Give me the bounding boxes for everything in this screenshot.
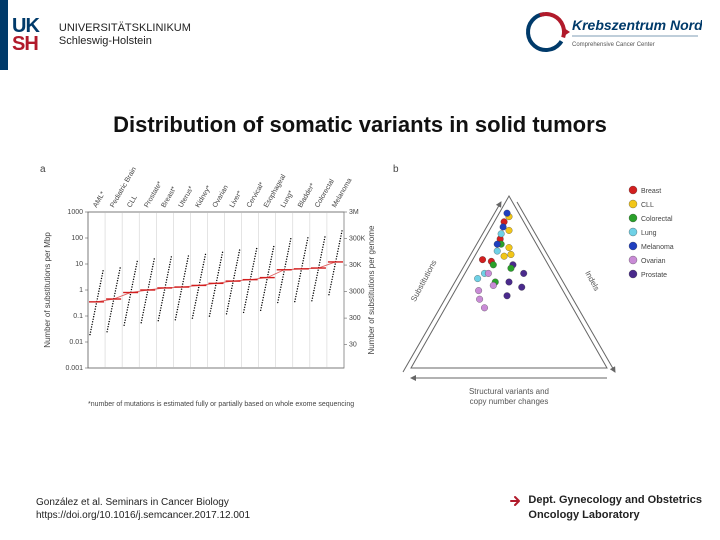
svg-text:CLL: CLL — [126, 194, 139, 209]
svg-text:a: a — [40, 164, 46, 175]
citation-line1: González et al. Seminars in Cancer Biolo… — [36, 496, 250, 509]
slide-title: Distribution of somatic variants in soli… — [0, 112, 720, 138]
svg-text:Melanoma: Melanoma — [641, 244, 674, 251]
svg-text:1: 1 — [79, 287, 83, 294]
svg-text:Lung: Lung — [641, 230, 657, 237]
figure-row: a 1000 100 10 1 0.1 0.01 0.001 3M 300K 30K 3000 300 3… — [36, 158, 702, 438]
panel-a: a 1000 100 10 1 0.1 0.01 0.001 3M 300K 30K 3000 300 3… — [36, 158, 376, 438]
slide-header: UK SH UNIVERSITÄTSKLINIKUM Schleswig-Hol… — [0, 0, 720, 70]
svg-text:Kidney*: Kidney* — [195, 184, 213, 209]
krebs-title: Krebszentrum Nord — [572, 17, 702, 33]
uksh-logo: UK SH — [12, 17, 39, 53]
svg-text:0.01: 0.01 — [69, 339, 83, 346]
krebszentrum-logo: Krebszentrum Nord Comprehensive Cancer C… — [522, 6, 702, 58]
svg-text:Colorectal: Colorectal — [641, 216, 673, 223]
panel-b: b Substitutions Indels Structural variants … — [386, 158, 702, 438]
svg-text:1000: 1000 — [67, 209, 83, 216]
svg-text:Lung*: Lung* — [280, 189, 295, 209]
svg-text:0.001: 0.001 — [65, 365, 83, 372]
svg-text:3000: 3000 — [349, 289, 365, 296]
svg-text:copy number changes: copy number changes — [470, 397, 549, 406]
svg-text:Indels: Indels — [583, 269, 601, 292]
svg-text:Number of substitutions per Mb: Number of substitutions per Mbp — [43, 232, 52, 348]
svg-text:b: b — [393, 164, 399, 175]
krebs-subtitle: Comprehensive Cancer Center — [572, 42, 655, 48]
svg-text:300: 300 — [349, 315, 361, 322]
inst-line2: Schleswig-Holstein — [59, 35, 191, 48]
department: Dept. Gynecology and Obstetrics Oncology… — [510, 493, 702, 522]
dept-line1: Dept. Gynecology and Obstetrics — [528, 493, 702, 507]
svg-text:Ovarian: Ovarian — [641, 258, 666, 265]
svg-text:CLL: CLL — [641, 202, 654, 209]
svg-text:Breast: Breast — [641, 188, 661, 195]
svg-text:3M: 3M — [349, 209, 359, 216]
svg-text:Liver*: Liver* — [229, 190, 244, 209]
citation: González et al. Seminars in Cancer Biolo… — [36, 496, 250, 522]
citation-line2: https://doi.org/10.1016/j.semcancer.2017… — [36, 509, 250, 522]
svg-text:Ovarian: Ovarian — [212, 184, 230, 209]
svg-text:Substitutions: Substitutions — [409, 258, 438, 303]
svg-text:30: 30 — [349, 342, 357, 349]
slide-footer: González et al. Seminars in Cancer Biolo… — [36, 493, 702, 522]
accent-bar — [0, 0, 8, 70]
institution-name: UNIVERSITÄTSKLINIKUM Schleswig-Holstein — [59, 22, 191, 48]
svg-text:10: 10 — [75, 261, 83, 268]
arrow-icon — [510, 495, 522, 507]
svg-text:Structural variants and: Structural variants and — [469, 387, 549, 396]
svg-text:Breast*: Breast* — [160, 185, 178, 209]
svg-text:100: 100 — [71, 235, 83, 242]
svg-text:30K: 30K — [349, 262, 362, 269]
inst-line1: UNIVERSITÄTSKLINIKUM — [59, 22, 191, 35]
svg-text:0.1: 0.1 — [73, 313, 83, 320]
svg-text:AML*: AML* — [92, 190, 107, 209]
svg-text:Number of substitutions per ge: Number of substitutions per genome — [367, 225, 376, 355]
logo-sh: SH — [12, 35, 39, 53]
svg-text:Uterus*: Uterus* — [178, 185, 196, 209]
svg-text:300K: 300K — [349, 236, 366, 243]
svg-text:Prostate: Prostate — [641, 272, 667, 279]
svg-text:*number of mutations is estima: *number of mutations is estimated fully … — [88, 401, 354, 408]
dept-line2: Oncology Laboratory — [528, 508, 702, 522]
